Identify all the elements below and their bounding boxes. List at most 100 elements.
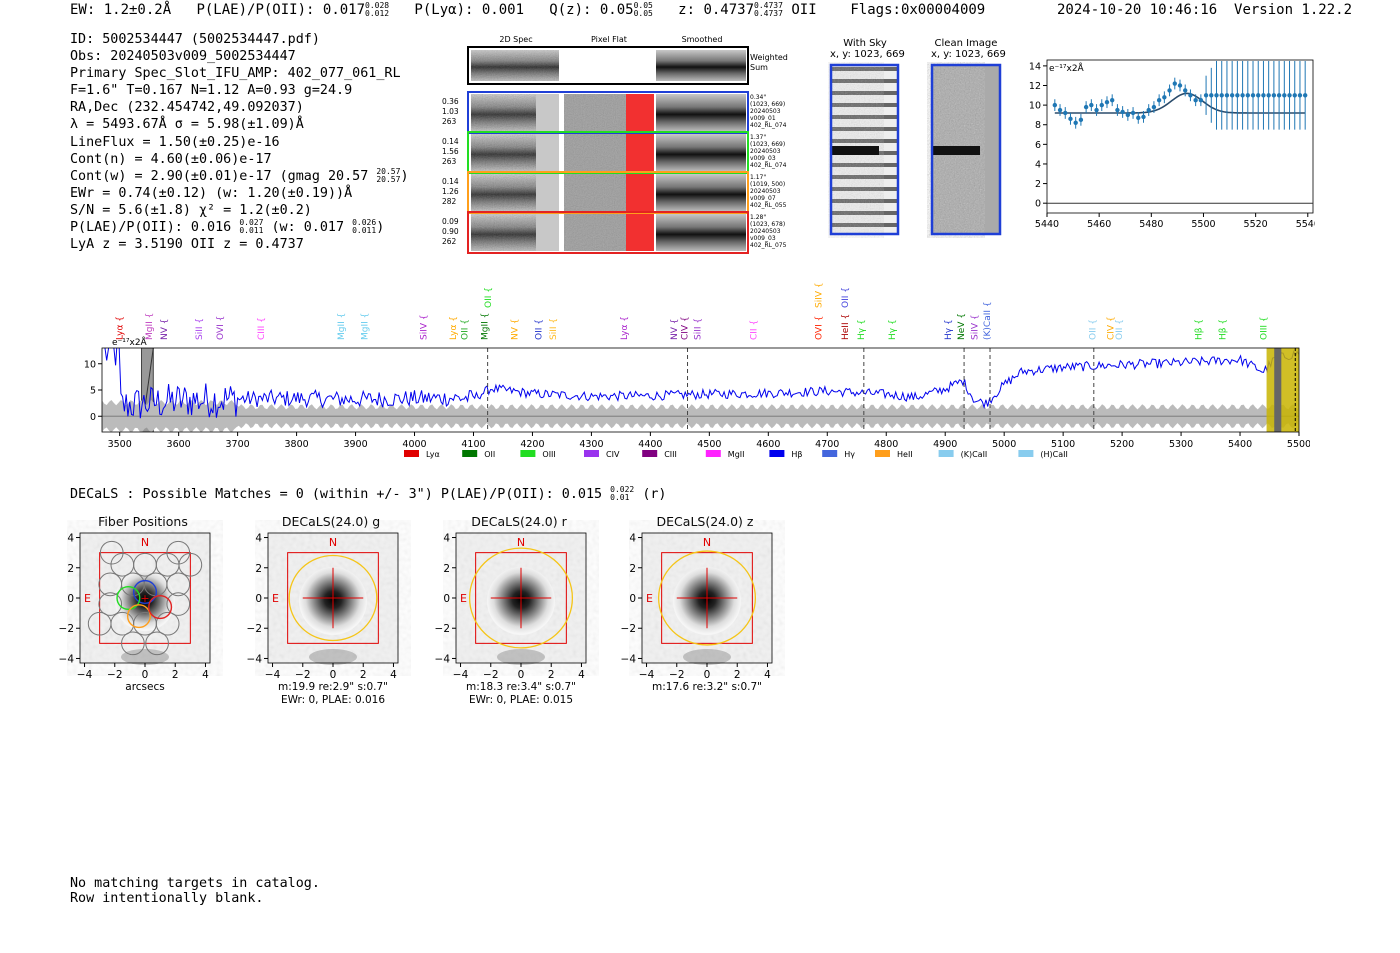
- cutout-2d-gap: [536, 134, 559, 171]
- plya-value: P(Lyα): 0.001: [414, 2, 524, 18]
- z-value: z: 0.4737: [678, 2, 755, 18]
- zoom-data-point: [1089, 102, 1094, 108]
- cutout-row-detail: v009_01: [750, 115, 776, 122]
- neighbor-blob: [497, 649, 545, 665]
- fiber-circle: [121, 631, 145, 656]
- spec-xtick-label: 4700: [815, 439, 839, 450]
- info-lambda: λ = 5493.67Å σ = 5.98(±1.09)Å: [70, 117, 304, 133]
- spec-xtick-label: 3500: [108, 439, 132, 450]
- cutout-row-a: 0.14: [442, 177, 459, 186]
- z-hi: 0.4737: [754, 1, 783, 10]
- spectrum-flux-line: [104, 348, 1299, 419]
- info-plae: P(LAE)/P(OII): 0.016 0.027 0.011 (w: 0.01…: [70, 218, 385, 236]
- legend-swatch: [520, 450, 536, 457]
- line-label: SiII {: [549, 318, 559, 340]
- decals-xtick-label: 2: [360, 669, 367, 681]
- aperture-ellipse: [657, 550, 757, 646]
- decals-footer-2: EWr: 0, PLAE: 0.015: [469, 694, 573, 706]
- cutout-row-detail: 0.34": [750, 94, 766, 101]
- line-label: OII {: [841, 287, 851, 308]
- info-contw: Cont(w) = 2.90(±0.01)e-17 (gmag 20.57 20…: [70, 166, 409, 184]
- decals-ytick-label: −2: [435, 623, 450, 635]
- info-lineflux: LineFlux = 1.50(±0.25)e-16: [70, 134, 280, 150]
- decals-xtick-label: 4: [202, 669, 209, 681]
- cutout-row-b: 0.90: [442, 227, 459, 236]
- decals-panel-title: Fiber Positions: [98, 514, 188, 529]
- cutout-row-detail: 20240503: [750, 228, 781, 235]
- legend-swatch: [822, 450, 838, 457]
- zoom-data-point: [1141, 114, 1146, 120]
- pixel-flat-mask: [626, 94, 654, 131]
- z-line: OII: [791, 2, 817, 18]
- zoom-data-point: [1099, 102, 1104, 108]
- fiber-circle: [155, 611, 180, 636]
- decals-xtick-label: −4: [639, 669, 655, 681]
- cutout-2d-gap: [536, 174, 559, 211]
- decals-xtick-label: −2: [669, 669, 684, 681]
- cutout-row-detail: (1023, 678): [750, 221, 785, 228]
- decals-ytick-label: −4: [247, 653, 263, 665]
- north-label: N: [141, 536, 149, 549]
- footer-notes: No matching targets in catalog. Row inte…: [70, 876, 320, 906]
- zoom-data-point: [1104, 99, 1110, 105]
- zoom-data-point: [1125, 112, 1131, 118]
- search-box: [475, 552, 567, 644]
- north-label: N: [703, 536, 711, 549]
- with-sky-image: [829, 63, 900, 236]
- decals-ytick-label: −2: [621, 623, 636, 635]
- spec-xtick-label: 4800: [874, 439, 898, 450]
- contw-lo: 20.57: [376, 174, 401, 184]
- info-sn: S/N = 5.6(±1.8) χ² = 1.2(±0.2): [70, 202, 312, 218]
- cutout-row-detail: 1.28": [750, 214, 766, 221]
- plae2-w-hi: 0.026: [352, 218, 377, 228]
- search-box: [661, 552, 753, 644]
- detection-window: [1266, 348, 1299, 432]
- plae2-w-lo: 0.011: [352, 226, 377, 236]
- with-sky-header: With Sky x, y: 1023, 669: [830, 38, 905, 60]
- decals-hl-band: (r): [642, 487, 667, 502]
- north-label: N: [517, 536, 525, 549]
- legend-swatch: [462, 450, 478, 457]
- spectrum-axes: 3500 3600 3700 3800 3900 4000 4100 4200 4300 4400…: [84, 359, 1310, 450]
- svg-text:Sum: Sum: [750, 63, 768, 72]
- clean-image-title: Clean Image: [934, 38, 998, 49]
- clean-image-xy: x, y: 1023, 669: [931, 49, 1006, 60]
- spec-xtick-label: 5200: [1110, 439, 1134, 450]
- cutout-row-detail: 20240503: [750, 188, 781, 195]
- zoom-data-point: [1229, 93, 1235, 98]
- decals-xtick-label: 4: [578, 669, 585, 681]
- qz-hi: 0.05: [633, 1, 653, 10]
- line-label: Hβ {: [1195, 319, 1205, 340]
- plae2-w: (w: 0.017: [271, 220, 345, 236]
- line-label: NeV {: [957, 313, 967, 340]
- neighbor-blob: [309, 649, 357, 665]
- decals-ytick-label: 0: [443, 593, 450, 605]
- zoom-ytick-label: 2: [1035, 179, 1041, 190]
- line-label: NV {: [160, 319, 170, 340]
- east-label: E: [460, 592, 467, 605]
- plae2-lo: 0.011: [239, 226, 264, 236]
- cutout-smoothed: [656, 214, 746, 251]
- spec-xtick-label: 3600: [167, 439, 191, 450]
- zoom-data-point: [1235, 93, 1240, 98]
- info-primary: Primary Spec_Slot_IFU_AMP: 402_077_061_R…: [70, 66, 401, 82]
- spec-xtick-label: 5100: [1051, 439, 1075, 450]
- decals-xtick-label: 2: [548, 669, 555, 681]
- cutout-smoothed: [656, 174, 746, 211]
- pixel-flat-mask: [626, 214, 654, 251]
- decals-headline: DECaLS : Possible Matches = 0 (within +/…: [70, 486, 667, 503]
- cutout-row-c: 263: [442, 117, 457, 126]
- line-label: CIV {: [681, 316, 691, 340]
- contw-text: Cont(w) = 2.90(±0.01)e-17 (gmag 20.57: [70, 168, 369, 184]
- zoom-data-point: [1146, 107, 1151, 113]
- spec-ytick-label: 5: [90, 386, 96, 397]
- decals-ytick-label: 4: [443, 533, 450, 545]
- cutout-row-detail: v009_03: [750, 235, 776, 242]
- zoom-ytick-label: 12: [1029, 81, 1041, 92]
- east-label: E: [646, 592, 653, 605]
- z-lo: 0.4737: [754, 9, 783, 18]
- spectrum-legend: Lyα OII OIII CIV CIII MgII Hβ Hγ HeII (K)CaII (H)C…: [404, 450, 1068, 459]
- cutout-row-detail: 402_RL_075: [750, 242, 787, 249]
- cutout-row-c: 262: [442, 237, 457, 246]
- zoom-data-point: [1167, 88, 1172, 93]
